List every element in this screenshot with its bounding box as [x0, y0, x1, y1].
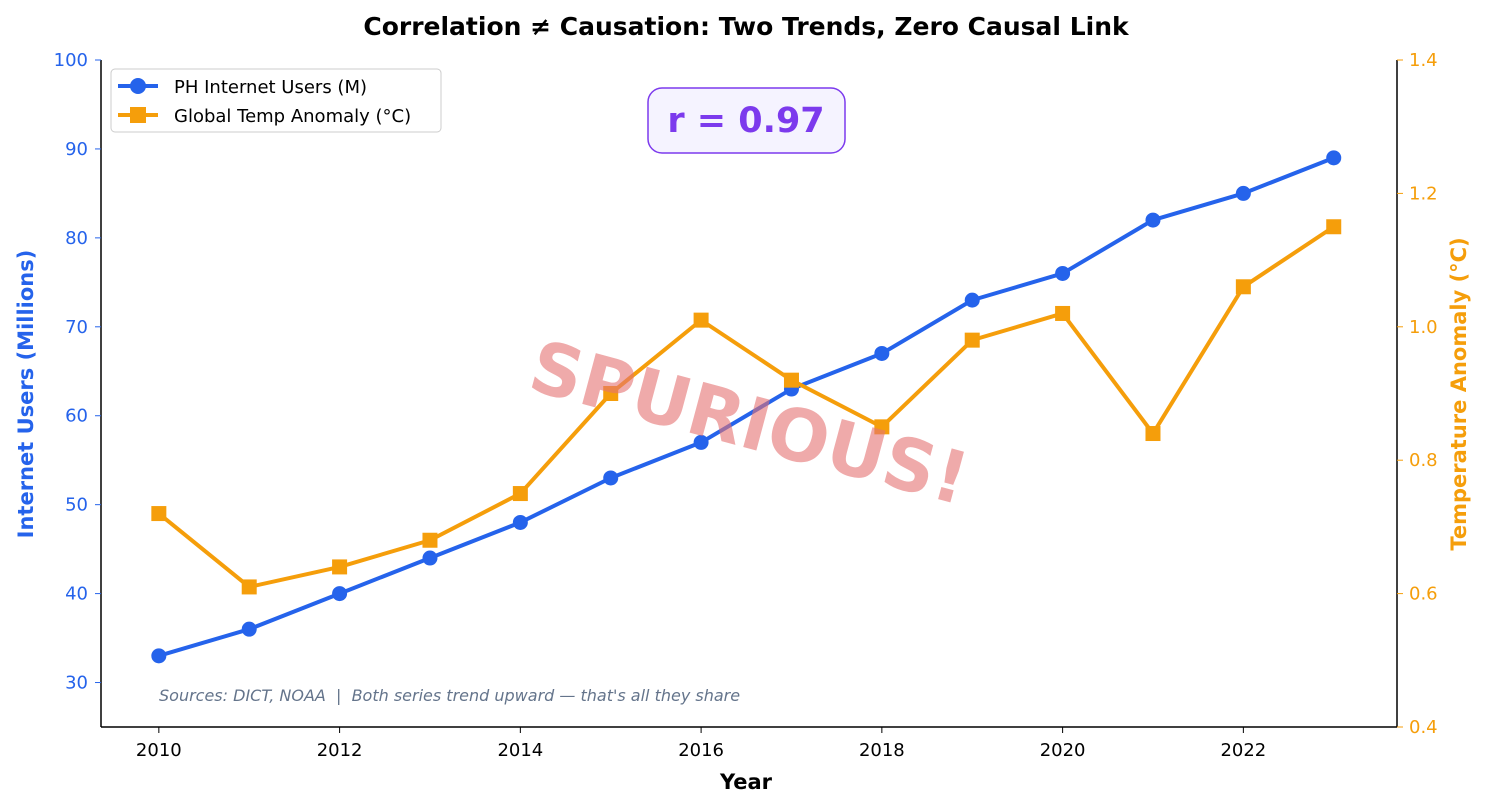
y-tick-label-right: 0.4	[1409, 717, 1438, 738]
y-tick-label-right: 1.2	[1409, 183, 1438, 204]
data-point-temp	[1235, 279, 1251, 295]
legend-marker-circle	[130, 78, 146, 94]
data-point-temp	[874, 419, 890, 435]
chart-title: Correlation ≠ Causation: Two Trends, Zer…	[363, 12, 1130, 41]
data-point-internet	[512, 514, 528, 530]
data-point-internet	[603, 470, 619, 486]
y-tick-label-right: 1.4	[1409, 50, 1438, 71]
y-tick-label-left: 90	[65, 139, 88, 160]
data-point-temp	[783, 372, 799, 388]
data-point-internet	[1235, 185, 1251, 201]
x-tick-label: 2010	[136, 740, 182, 761]
data-point-temp	[1055, 305, 1071, 321]
data-point-internet	[964, 292, 980, 308]
y-tick-label-left: 70	[65, 317, 88, 338]
data-point-internet	[422, 550, 438, 566]
data-point-temp	[603, 386, 619, 401]
y-tick-label-left: 100	[54, 50, 88, 71]
data-point-temp	[151, 506, 167, 522]
x-axis-label: Year	[719, 770, 773, 794]
data-point-internet	[1145, 212, 1161, 228]
correlation-label: r = 0.97	[667, 101, 824, 141]
y-tick-label-left: 30	[65, 673, 88, 694]
y-tick-label-right: 1.0	[1409, 317, 1438, 338]
data-point-temp	[964, 332, 980, 348]
x-tick-label: 2020	[1040, 740, 1086, 761]
data-point-temp	[1326, 219, 1342, 235]
data-point-internet	[1055, 265, 1071, 281]
data-point-internet	[874, 345, 890, 361]
x-tick-label: 2022	[1220, 740, 1266, 761]
data-point-internet	[151, 648, 167, 664]
data-point-temp	[332, 559, 348, 575]
data-point-internet	[241, 621, 257, 637]
legend: PH Internet Users (M) Global Temp Anomal…	[110, 68, 442, 133]
data-point-temp	[693, 312, 709, 328]
legend-entry-temp: Global Temp Anomaly (°C)	[174, 106, 411, 127]
series-line-1	[157, 225, 1335, 589]
x-tick-label: 2016	[678, 740, 724, 761]
x-tick-label: 2018	[859, 740, 905, 761]
data-point-temp	[1145, 426, 1161, 442]
y-tick-label-left: 80	[65, 228, 88, 249]
y-axis-label-right: Temperature Anomaly (°C)	[1447, 237, 1471, 550]
y-tick-label-left: 50	[65, 495, 88, 516]
x-tick-label: 2014	[497, 740, 543, 761]
data-point-internet	[1326, 150, 1342, 166]
y-tick-label-right: 0.6	[1409, 584, 1438, 605]
plot-area	[151, 150, 1342, 664]
data-point-temp	[422, 532, 438, 548]
axes: 2010 2012 2014 2016 2018 2020 2022 30 40 50 60 70 80…	[54, 50, 1438, 761]
data-point-internet	[693, 434, 709, 450]
legend-marker-square	[130, 107, 146, 123]
series-line-0	[158, 155, 1335, 658]
data-point-temp	[241, 579, 257, 595]
y-tick-label-left: 40	[65, 584, 88, 605]
legend-entry-internet: PH Internet Users (M)	[174, 77, 367, 98]
y-tick-label-left: 60	[65, 406, 88, 427]
data-point-temp	[512, 486, 528, 502]
y-axis-label-left: Internet Users (Millions)	[14, 250, 38, 539]
x-tick-label: 2012	[317, 740, 363, 761]
y-tick-label-right: 0.8	[1409, 450, 1438, 471]
correlation-box: r = 0.97	[647, 87, 846, 154]
data-point-internet	[332, 586, 348, 602]
source-note: Sources: DICT, NOAA | Both series trend …	[159, 686, 740, 705]
